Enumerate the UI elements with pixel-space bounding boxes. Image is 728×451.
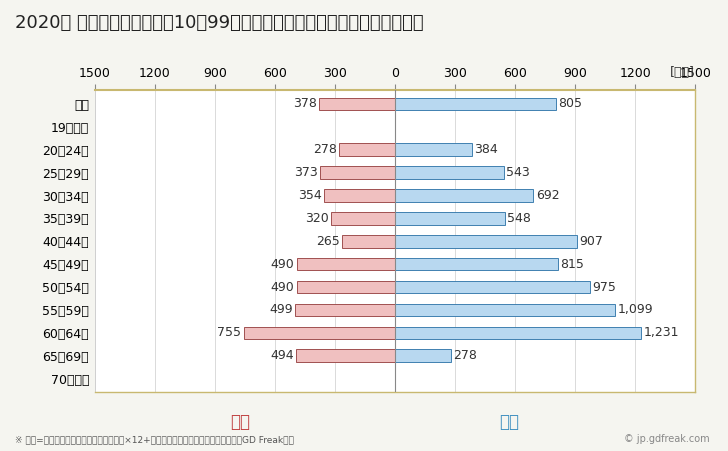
Text: 278: 278 — [313, 143, 337, 156]
Text: [万円]: [万円] — [670, 66, 695, 79]
Bar — [395, 97, 556, 110]
Text: 548: 548 — [507, 212, 531, 225]
Text: 265: 265 — [316, 235, 339, 248]
Bar — [296, 350, 395, 362]
Text: 384: 384 — [474, 143, 498, 156]
Text: 975: 975 — [593, 281, 617, 294]
Text: 490: 490 — [271, 281, 294, 294]
Text: 278: 278 — [453, 349, 477, 362]
Text: 692: 692 — [536, 189, 560, 202]
Bar — [395, 258, 558, 271]
Text: 378: 378 — [293, 97, 317, 110]
Bar — [297, 258, 395, 271]
Bar — [320, 97, 395, 110]
Bar — [342, 235, 395, 248]
Bar — [244, 327, 395, 339]
Text: 815: 815 — [561, 258, 585, 271]
Text: 543: 543 — [506, 166, 530, 179]
Bar — [331, 212, 395, 225]
Text: 354: 354 — [298, 189, 322, 202]
Text: 2020年 民間企業（従業者数10～99人）フルタイム労働者の男女別平均年収: 2020年 民間企業（従業者数10～99人）フルタイム労働者の男女別平均年収 — [15, 14, 423, 32]
Bar — [395, 189, 534, 202]
Bar — [395, 166, 504, 179]
Bar — [395, 143, 472, 156]
Bar — [395, 350, 451, 362]
Bar — [395, 281, 590, 293]
Text: 1,231: 1,231 — [644, 327, 679, 339]
Text: 494: 494 — [270, 349, 293, 362]
Text: 755: 755 — [218, 327, 242, 339]
Bar — [395, 327, 641, 339]
Bar — [297, 281, 395, 293]
Bar — [395, 235, 577, 248]
Bar — [324, 189, 395, 202]
Bar — [320, 166, 395, 179]
Bar — [295, 304, 395, 316]
Bar — [339, 143, 395, 156]
Text: 女性: 女性 — [230, 413, 250, 431]
Text: 907: 907 — [579, 235, 603, 248]
Text: 1,099: 1,099 — [617, 304, 653, 317]
Text: 男性: 男性 — [499, 413, 520, 431]
Text: 805: 805 — [558, 97, 582, 110]
Text: ※ 年収=「きまって支給する現金給与額」×12+「年間賞与その他特別給与額」としてGD Freak推計: ※ 年収=「きまって支給する現金給与額」×12+「年間賞与その他特別給与額」とし… — [15, 435, 293, 444]
Text: 320: 320 — [305, 212, 328, 225]
Bar — [395, 212, 505, 225]
Text: © jp.gdfreak.com: © jp.gdfreak.com — [624, 434, 710, 444]
Text: 373: 373 — [294, 166, 318, 179]
Text: 499: 499 — [269, 304, 293, 317]
Text: 490: 490 — [271, 258, 294, 271]
Bar — [395, 304, 615, 316]
